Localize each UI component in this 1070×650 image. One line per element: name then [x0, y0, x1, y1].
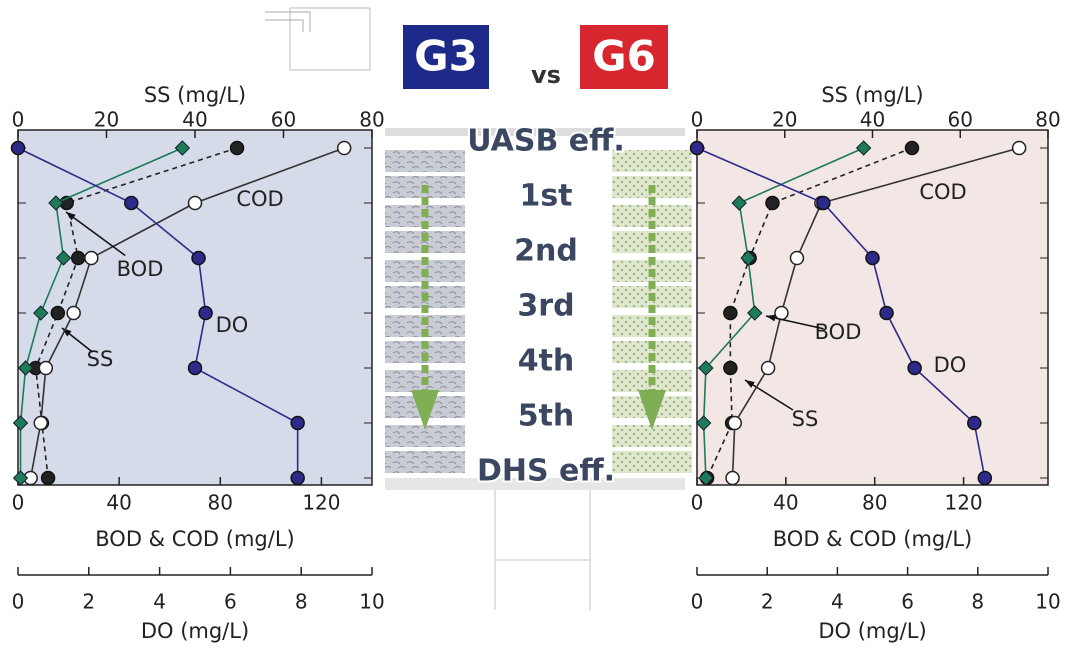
tick-label: 20: [94, 108, 119, 132]
series-label: COD: [236, 187, 283, 211]
marker: [817, 197, 830, 210]
tick-label: 6: [224, 590, 237, 614]
tick-label: 60: [948, 108, 973, 132]
marker: [85, 252, 98, 265]
marker: [72, 252, 85, 265]
series-label: SS: [792, 407, 819, 431]
marker: [726, 472, 739, 485]
axis-title: BOD & COD (mg/L): [95, 527, 294, 551]
tick-label: 6: [901, 590, 914, 614]
marker: [199, 307, 212, 320]
tick-label: 80: [1035, 108, 1060, 132]
tick-label: 8: [295, 590, 308, 614]
marker: [728, 417, 741, 430]
marker: [291, 472, 304, 485]
sponge-block: [385, 451, 465, 473]
tick-label: 80: [359, 108, 384, 132]
marker: [691, 142, 704, 155]
marker: [1013, 142, 1026, 155]
marker: [905, 142, 918, 155]
tick-label: 0: [691, 590, 704, 614]
marker: [908, 362, 921, 375]
marker: [34, 417, 47, 430]
marker: [866, 252, 879, 265]
tick-label: 0: [12, 590, 25, 614]
sponge-block: [612, 451, 692, 473]
tick-label: 40: [182, 108, 207, 132]
tick-label: 0: [691, 491, 704, 515]
tick-label: 10: [1035, 590, 1060, 614]
tick-label: 80: [862, 491, 887, 515]
marker: [192, 252, 205, 265]
g3-label: G3: [414, 32, 478, 81]
stage-label: 4th: [518, 344, 575, 379]
tick-label: 10: [359, 590, 384, 614]
marker: [189, 362, 202, 375]
tick-label: 60: [271, 108, 296, 132]
stage-label: UASB eff.: [467, 124, 625, 159]
tick-label: 20: [772, 108, 797, 132]
axis-title: SS (mg/L): [821, 83, 923, 107]
tick-label: 8: [971, 590, 984, 614]
marker: [724, 362, 737, 375]
series-label: BOD: [117, 257, 164, 281]
marker: [39, 362, 52, 375]
marker: [968, 417, 981, 430]
stage-label: DHS eff.: [477, 454, 615, 489]
marker: [790, 252, 803, 265]
tick-label: 40: [860, 108, 885, 132]
tick-label: 120: [302, 491, 340, 515]
marker: [291, 417, 304, 430]
axis-title: DO (mg/L): [818, 619, 926, 643]
marker: [880, 307, 893, 320]
marker: [125, 197, 138, 210]
marker: [775, 307, 788, 320]
marker: [189, 197, 202, 210]
tick-label: 4: [831, 590, 844, 614]
tick-label: 120: [944, 491, 982, 515]
series-label: COD: [919, 180, 966, 204]
marker: [51, 307, 64, 320]
sponge-block: [385, 150, 465, 172]
axis-title: DO (mg/L): [141, 619, 249, 643]
marker: [231, 142, 244, 155]
tick-label: 0: [691, 108, 704, 132]
series-label: DO: [216, 313, 249, 337]
marker: [12, 142, 25, 155]
marker: [762, 362, 775, 375]
vs-label: vs: [531, 61, 561, 89]
stage-label: 5th: [518, 399, 575, 434]
tick-label: 40: [106, 491, 131, 515]
series-label: DO: [934, 353, 967, 377]
stage-label: 2nd: [514, 234, 578, 269]
g6-label: G6: [592, 32, 656, 81]
stage-label: 3rd: [517, 289, 574, 324]
marker: [766, 197, 779, 210]
marker: [978, 472, 991, 485]
axis-title: BOD & COD (mg/L): [773, 527, 972, 551]
series-label: BOD: [815, 320, 862, 344]
marker: [338, 142, 351, 155]
tick-label: 4: [153, 590, 166, 614]
axis-title: SS (mg/L): [144, 83, 246, 107]
stage-label: 1st: [519, 179, 572, 214]
plot-area: [697, 130, 1048, 485]
marker: [42, 472, 55, 485]
marker: [67, 307, 80, 320]
marker: [724, 307, 737, 320]
tick-label: 2: [761, 590, 774, 614]
figure: G3 vs G6 UASB eff. 1st 2nd 3rd 4th 5th DHS eff…: [0, 0, 1070, 646]
tick-label: 80: [208, 491, 233, 515]
tick-label: 40: [773, 491, 798, 515]
tick-label: 0: [12, 108, 25, 132]
tick-label: 0: [12, 491, 25, 515]
tick-label: 2: [82, 590, 95, 614]
